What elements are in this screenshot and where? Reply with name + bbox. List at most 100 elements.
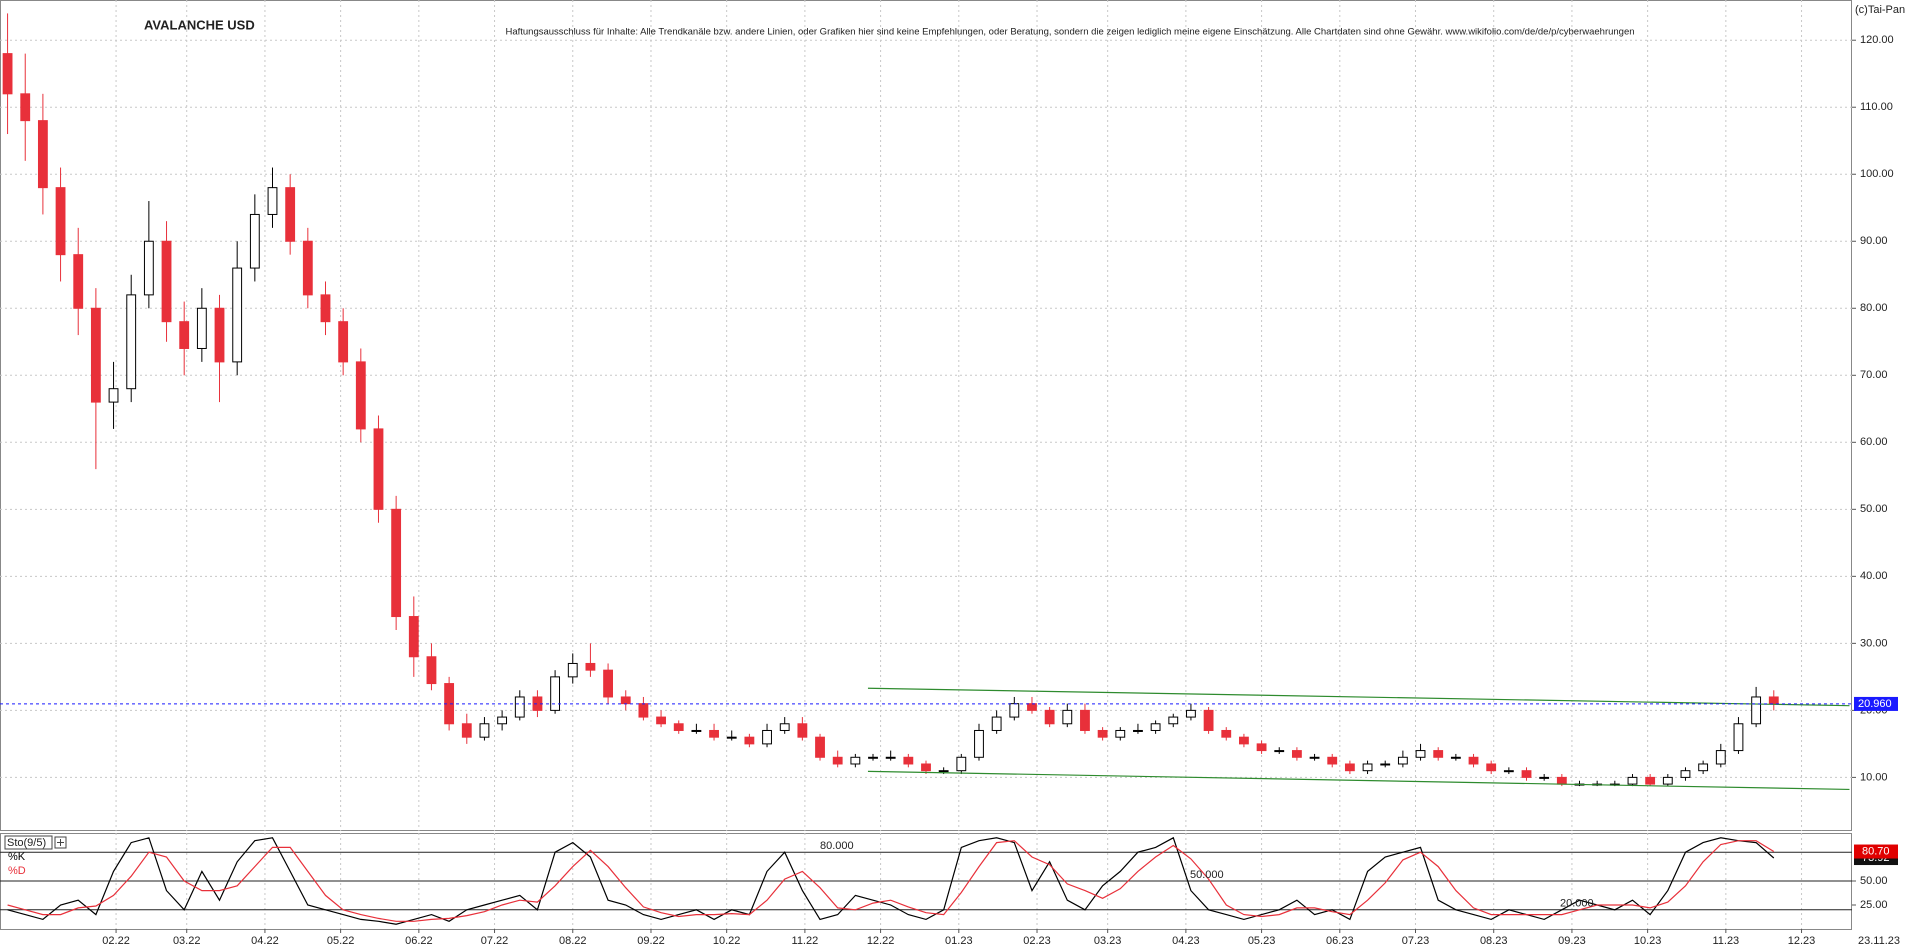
candle-body <box>567 662 578 678</box>
candle-body <box>338 321 349 363</box>
chart-title: AVALANCHE USD <box>144 17 255 32</box>
x-tick-label: 10.22 <box>713 935 741 947</box>
candle-body <box>1186 709 1196 718</box>
y-tick-label: 10.00 <box>1860 771 1888 783</box>
candle-body <box>355 361 366 430</box>
candle-body <box>1150 723 1161 731</box>
current-price-tag <box>1854 696 1898 711</box>
candle-body <box>249 213 260 269</box>
candle-body <box>550 676 561 711</box>
candle-body <box>1715 750 1726 765</box>
candle-body <box>1309 756 1320 759</box>
candle-body <box>1080 709 1090 731</box>
stoch-line <box>7 836 1775 925</box>
y-tick-label: 100.00 <box>1860 168 1894 180</box>
stoch-line <box>7 840 1775 922</box>
candle-body <box>691 729 702 732</box>
candle-body <box>1450 756 1461 759</box>
candle-body <box>1344 763 1355 772</box>
candle-body <box>1556 776 1567 785</box>
candle-body <box>1503 770 1514 773</box>
candle-body <box>232 267 243 363</box>
candle-body <box>1397 756 1408 765</box>
candle-body <box>37 120 48 189</box>
candle-body <box>903 756 914 765</box>
candle-body <box>1203 709 1214 731</box>
candle-body <box>656 716 666 725</box>
candle-body <box>885 756 896 759</box>
candle-body <box>143 240 154 296</box>
candle-body <box>479 723 490 738</box>
x-tick-label: 02.22 <box>102 935 130 947</box>
candle-body <box>1380 763 1391 766</box>
add-icon <box>57 839 64 846</box>
candle-body <box>267 187 278 215</box>
x-tick-label: 07.23 <box>1402 935 1430 947</box>
x-tick-label: 06.23 <box>1326 935 1354 947</box>
candle-body <box>938 770 949 773</box>
date-label: 23.11.23 <box>1858 935 1900 947</box>
candle-body <box>1486 763 1497 772</box>
candle-body <box>603 669 613 698</box>
trend-line <box>867 687 1850 707</box>
plot <box>0 13 1852 925</box>
source: (c)Tai-Pan <box>1855 4 1905 16</box>
candle-body <box>285 187 296 242</box>
candle-body <box>815 736 825 758</box>
candle-body <box>709 729 719 738</box>
candle-body <box>1062 709 1073 725</box>
x-tick-label: 05.22 <box>327 935 355 947</box>
legend-label: %K <box>8 851 26 863</box>
legend-label: %D <box>8 865 26 877</box>
candle-body <box>2 53 13 95</box>
price-frame <box>0 0 1852 831</box>
candle-body <box>832 756 843 765</box>
y-tick-label: 70.00 <box>1860 369 1888 381</box>
candle-body <box>1133 729 1143 732</box>
last-value-tag <box>1854 844 1898 859</box>
candle-body <box>73 254 84 309</box>
x-tick-label: 03.23 <box>1094 935 1122 947</box>
candle-body <box>638 703 649 718</box>
grid <box>0 0 1852 929</box>
y-tick-label: 80.00 <box>1860 302 1888 314</box>
x-tick-label: 02.23 <box>1023 935 1051 947</box>
candle-body <box>1239 736 1249 745</box>
x-tick-label: 08.22 <box>559 935 587 947</box>
candle-body <box>762 729 772 745</box>
x-tick-label: 10.23 <box>1634 935 1662 947</box>
candle-body <box>1256 743 1267 752</box>
x-tick-label: 04.23 <box>1172 935 1200 947</box>
x-tick-label: 12.22 <box>867 935 895 947</box>
candle-body <box>196 307 207 349</box>
x-tick-label: 11.22 <box>792 935 819 947</box>
x-tick-label: 01.23 <box>945 935 973 947</box>
candle-body <box>1468 756 1479 765</box>
disclaimer: Haftungsausschluss für Inhalte: Alle Tre… <box>505 27 1634 38</box>
candle-body <box>956 756 967 772</box>
candle-body <box>1539 776 1550 779</box>
candle-body <box>779 723 790 731</box>
y-tick-label: 120.00 <box>1860 34 1894 46</box>
x-tick-label: 11.23 <box>1712 935 1739 947</box>
x-tick-label: 05.23 <box>1248 935 1276 947</box>
candle-body <box>1680 770 1691 778</box>
candle-body <box>974 729 984 758</box>
candle-body <box>673 723 684 731</box>
candle-body <box>1168 716 1179 725</box>
candle-body <box>90 307 101 403</box>
candle-body <box>991 716 1002 731</box>
candle-body <box>302 240 313 296</box>
x-tick-label: 04.22 <box>251 935 279 947</box>
candle-body <box>1115 729 1126 738</box>
stoch-title: Sto(9/5) <box>7 837 46 849</box>
candle-body <box>1415 750 1426 758</box>
candle-body <box>1027 703 1037 711</box>
x-tick-label: 09.22 <box>637 935 665 947</box>
candle-body <box>514 696 525 718</box>
candle-body <box>1627 776 1638 785</box>
level-label: 80.000 <box>820 840 854 852</box>
x-tick-label: 08.23 <box>1480 935 1508 947</box>
stoch-legend-box <box>4 835 53 850</box>
